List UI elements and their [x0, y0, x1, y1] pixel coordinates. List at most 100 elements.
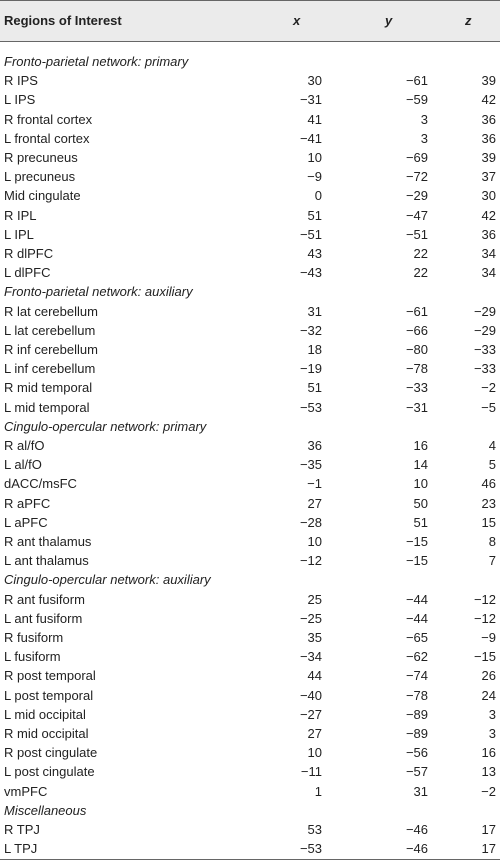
cell-value: −15 [405, 553, 428, 569]
cell-value: −56 [405, 745, 428, 761]
cell-value: −19 [299, 361, 322, 377]
cell-value: −80 [405, 342, 428, 357]
cell-value: 51 [413, 514, 428, 530]
cell-value: 34 [481, 265, 496, 281]
section-title: Cingulo-opercular network: auxiliary [4, 572, 211, 588]
cell-value: −33 [473, 361, 496, 377]
row-label: R mid temporal [4, 380, 93, 396]
cell-value: −12 [473, 610, 496, 626]
cell-value: 4 [488, 438, 496, 453]
cell-value: 27 [307, 726, 322, 741]
row-label: L frontal cortex [4, 130, 90, 146]
cell-value: −34 [299, 649, 322, 665]
cell-value: −46 [405, 841, 428, 857]
cell-value: 30 [307, 73, 322, 89]
cell-value: 44 [307, 668, 322, 684]
cell-value: −29 [405, 188, 428, 204]
cell-value: −33 [473, 342, 496, 357]
cell-value: −27 [299, 706, 322, 722]
cell-value: −78 [405, 361, 428, 377]
cell-value: 3 [420, 111, 428, 127]
cell-value: 14 [413, 457, 428, 473]
cell-value: 53 [307, 822, 322, 837]
row-label: R post cingulate [4, 745, 98, 761]
cell-value: −53 [299, 399, 322, 415]
cell-value: −11 [300, 764, 322, 780]
row-label: L precuneus [4, 169, 76, 185]
header-cell: z [465, 13, 472, 28]
cell-value: −51 [405, 226, 428, 242]
cell-value: −78 [405, 687, 428, 703]
cell-value: −89 [405, 706, 428, 722]
cell-value: −9 [307, 169, 322, 185]
cell-value: 16 [481, 745, 496, 761]
cell-value: 10 [307, 745, 322, 761]
cell-value: −15 [473, 649, 496, 665]
cell-value: 10 [307, 150, 322, 165]
cell-value: −44 [405, 591, 428, 607]
row-label: L post cingulate [4, 764, 95, 780]
cell-value: 17 [481, 822, 496, 837]
bottom-rule [0, 859, 500, 861]
cell-value: −47 [405, 207, 428, 223]
row-label: L post temporal [4, 687, 94, 703]
cell-value: −33 [405, 380, 428, 396]
cell-value: 39 [481, 150, 496, 165]
cell-value: 13 [481, 764, 496, 780]
row-label: R dlPFC [4, 246, 54, 261]
cell-value: −59 [405, 92, 428, 108]
cell-value: −5 [481, 399, 496, 415]
cell-value: 42 [481, 207, 496, 223]
row-label: R precuneus [4, 150, 78, 165]
cell-value: 30 [481, 188, 496, 204]
cell-value: −12 [299, 553, 322, 569]
cell-value: −89 [405, 726, 428, 741]
cell-value: 1 [314, 783, 322, 799]
row-label: L inf cerebellum [4, 361, 96, 377]
cell-value: 3 [420, 130, 428, 146]
row-label: L IPL [4, 226, 34, 242]
cell-value: 22 [413, 265, 428, 281]
row-label: L IPS [4, 92, 36, 108]
cell-value: −44 [405, 610, 428, 626]
row-label: L fusiform [4, 649, 61, 665]
cell-value: −40 [299, 687, 322, 703]
section-title: Fronto-parietal network: primary [4, 54, 189, 69]
cell-value: 3 [488, 726, 496, 741]
cell-value: 17 [481, 841, 496, 857]
header-cell: x [293, 13, 301, 28]
cell-value: −29 [473, 322, 496, 338]
row-label: R al/fO [4, 438, 45, 453]
cell-value: 50 [413, 495, 428, 511]
cell-value: 0 [314, 188, 322, 204]
row-label: R lat cerebellum [4, 303, 98, 319]
cell-value: 10 [413, 476, 428, 492]
cell-value: −2 [481, 380, 496, 396]
cell-value: 5 [488, 457, 496, 473]
cell-value: −62 [405, 649, 428, 665]
row-label: R IPS [4, 73, 38, 89]
row-label: L mid occipital [4, 706, 86, 722]
section-title: Fronto-parietal network: auxiliary [4, 284, 193, 300]
row-label: L lat cerebellum [4, 322, 96, 338]
section-title: Cingulo-opercular network: primary [4, 418, 207, 434]
cell-value: −28 [299, 514, 322, 530]
row-label: L dlPFC [4, 265, 51, 281]
cell-value: −69 [405, 150, 428, 165]
cell-value: −41 [299, 130, 322, 146]
row-label: Mid cingulate [4, 188, 81, 204]
row-label: R ant thalamus [4, 534, 92, 549]
row-label: R aPFC [4, 495, 51, 511]
cell-value: −25 [299, 610, 322, 626]
cell-value: 10 [307, 534, 322, 549]
cell-value: 36 [481, 111, 496, 127]
row-label: R ant fusiform [4, 591, 85, 607]
cell-value: −61 [405, 73, 428, 89]
row-label: L TPJ [4, 841, 38, 857]
cell-value: 51 [307, 380, 322, 396]
cell-value: 35 [307, 630, 322, 645]
cell-value: 41 [307, 111, 322, 127]
row-label: L mid temporal [4, 399, 90, 415]
cell-value: −53 [299, 841, 322, 857]
